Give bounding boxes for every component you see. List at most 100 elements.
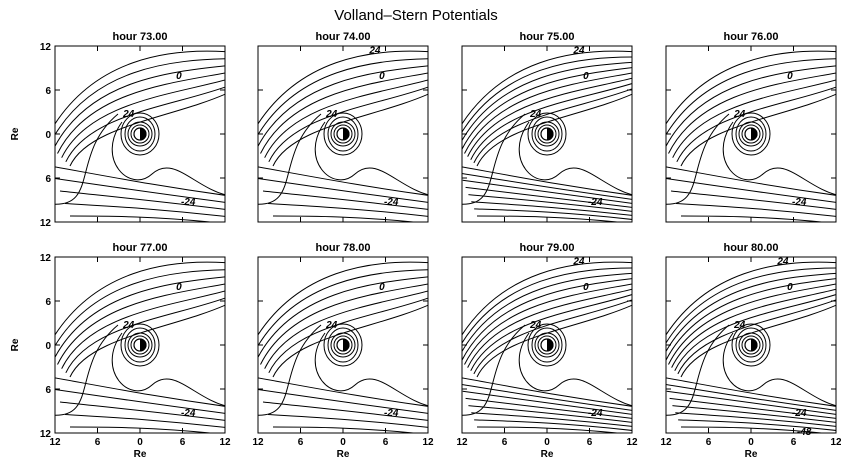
panel-7: hour 79.00 24 0 -24 24 12 6 0 6 12 Re: [456, 242, 638, 460]
contour-line: [462, 278, 632, 362]
contour-line: [668, 283, 836, 365]
x-tick-label: 6: [587, 437, 593, 448]
contour-ring: [735, 327, 767, 363]
panels-group: hour 73.00 0 -24 24 12 6 0 6 12 Re hour 74.00 24 0 -2…: [10, 31, 841, 460]
contour-line: [462, 390, 632, 415]
contour-line: [260, 72, 428, 154]
contour-line: [55, 113, 119, 205]
contour-label: -24: [792, 408, 807, 419]
contour-line: [55, 166, 225, 196]
x-tick-label: 6: [298, 437, 304, 448]
contour-line: [57, 72, 225, 154]
contour-ring: [327, 327, 359, 363]
contour-line: [464, 283, 632, 365]
contour-line: [468, 194, 632, 212]
contour-label: 0: [787, 71, 793, 82]
contour-line: [260, 283, 428, 365]
contour-line: [462, 172, 632, 200]
x-tick-label: 12: [219, 437, 231, 448]
contour-ring: [333, 335, 353, 355]
contour-line: [476, 304, 632, 378]
contour-line: [669, 397, 836, 419]
contour-line: [65, 297, 225, 374]
contour-ring: [130, 335, 150, 355]
contour-line: [666, 377, 836, 407]
x-tick-label: 12: [252, 437, 264, 448]
contour-label: 0: [583, 71, 589, 82]
contour-line: [314, 332, 428, 407]
earth-marker: [540, 127, 554, 141]
contour-line: [272, 304, 428, 378]
x-tick-label: 12: [422, 437, 434, 448]
contour-line: [462, 56, 632, 134]
contour-line: [518, 121, 632, 196]
contour-line: [69, 426, 216, 433]
contour-line: [64, 414, 225, 428]
contour-line: [680, 304, 836, 378]
contour-line: [462, 166, 632, 196]
contour-label: 24: [122, 109, 135, 120]
contour-ring: [323, 112, 363, 156]
contour-ring: [120, 323, 160, 367]
x-axis-label: Re: [337, 449, 350, 460]
contour-line: [666, 178, 836, 203]
panel-title: hour 73.00: [112, 31, 167, 43]
contour-line: [314, 121, 428, 196]
contour-line: [462, 377, 632, 407]
x-tick-label: 6: [502, 437, 508, 448]
contour-line: [258, 389, 428, 414]
contour-line: [473, 88, 632, 164]
panel-title: hour 74.00: [315, 31, 370, 43]
contour-line: [666, 261, 836, 336]
earth-marker: [133, 127, 147, 141]
panel-1: hour 73.00 0 -24 24 12 6 0 6 12 Re: [10, 31, 226, 229]
contour-line: [470, 83, 632, 160]
contour-line: [264, 79, 428, 158]
contour-line: [262, 190, 428, 210]
contour-label: 24: [529, 320, 542, 331]
contour-label: 24: [733, 109, 746, 120]
y-tick-label: 12: [40, 42, 52, 53]
contour-lines: [258, 50, 428, 222]
panel-title: hour 75.00: [519, 31, 574, 43]
contour-ring: [323, 323, 363, 367]
contour-line: [474, 419, 632, 431]
contour-line: [462, 113, 526, 205]
panel-title: hour 77.00: [112, 242, 167, 254]
contour-label: 0: [379, 71, 385, 82]
contour-line: [462, 261, 632, 336]
contour-line: [476, 93, 632, 167]
contour-line: [258, 58, 428, 137]
contour-ring: [333, 124, 353, 144]
contour-ring: [731, 112, 771, 156]
contour-line: [258, 269, 428, 348]
contour-line: [666, 166, 836, 196]
contour-ring: [537, 335, 557, 355]
contour-line: [666, 390, 836, 415]
contour-ring: [527, 112, 567, 156]
contour-line: [464, 72, 632, 154]
contour-label: 0: [787, 282, 793, 293]
contour-label: -24: [181, 408, 196, 419]
contour-line: [55, 65, 225, 148]
contour-line: [55, 276, 225, 359]
contour-label: -24: [588, 408, 603, 419]
contour-line: [666, 267, 836, 345]
contour-line: [55, 269, 225, 348]
contour-line: [258, 113, 322, 205]
x-tick-label: 12: [456, 437, 468, 448]
contour-line: [462, 50, 632, 125]
contour-label: -24: [792, 197, 807, 208]
contour-lines: [55, 261, 225, 433]
contour-line: [258, 65, 428, 148]
panel-title: hour 79.00: [519, 242, 574, 254]
x-axis-label: Re: [541, 449, 554, 460]
contour-line: [69, 215, 216, 222]
contour-line: [462, 61, 632, 142]
contour-ring: [741, 124, 761, 144]
contour-line: [666, 65, 836, 148]
contour-label: -24: [384, 197, 399, 208]
contour-line: [258, 324, 322, 416]
panel-4: hour 76.00 0 -24 24: [665, 31, 837, 223]
x-tick-label: 12: [660, 437, 672, 448]
